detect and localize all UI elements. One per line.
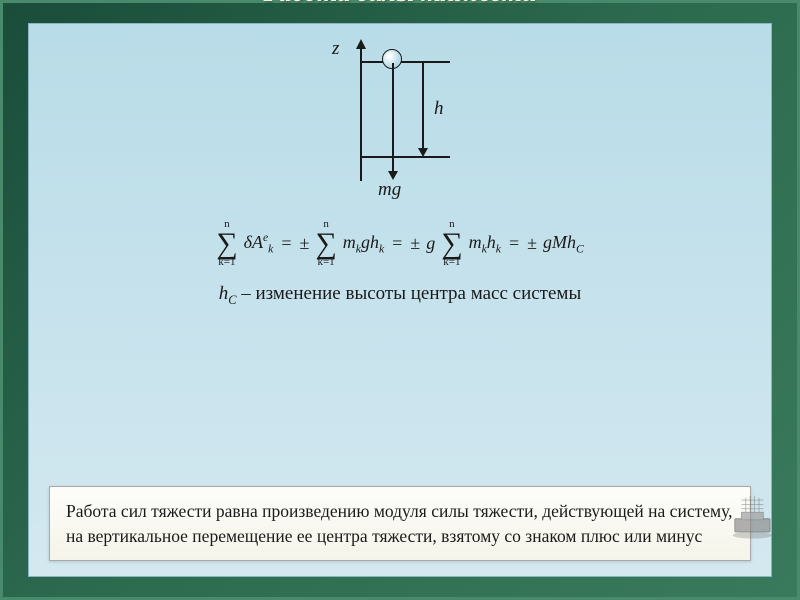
content-panel: z h mg n ∑ k=1 δAek = ± <box>28 23 772 577</box>
plusminus-3: ± <box>527 233 537 254</box>
sum-lower-2: k=1 <box>317 257 334 268</box>
equals-1: = <box>279 233 293 254</box>
sigma-symbol-2: ∑ <box>315 230 336 257</box>
formula-row: n ∑ k=1 δAek = ± n ∑ k=1 mkghk = ± g n <box>49 214 751 268</box>
sum-lower-3: k=1 <box>443 257 460 268</box>
hc-variable: hC <box>219 283 237 304</box>
z-axis-label: z <box>332 38 339 60</box>
term-mh: mkhk <box>469 232 501 256</box>
h-displacement-arrow <box>422 63 424 155</box>
height-label: h <box>434 98 444 120</box>
equals-3: = <box>507 233 521 254</box>
equals-2: = <box>390 233 404 254</box>
sigma-2: n ∑ k=1 <box>315 219 336 268</box>
sigma-symbol-1: ∑ <box>216 230 237 257</box>
plusminus-2: ± <box>410 233 420 254</box>
hc-definition-text: – изменение высоты центра масс системы <box>237 283 582 304</box>
slide-title: Работа силы тяжести <box>28 0 772 8</box>
upper-level-line <box>360 61 450 63</box>
lower-level-line <box>360 156 450 158</box>
term-mgh: mkghk <box>343 232 384 256</box>
projector-icon <box>726 491 781 541</box>
theorem-statement-box: Работа сил тяжести равна произведению мо… <box>49 486 751 561</box>
sum-lower-1: k=1 <box>218 257 235 268</box>
sigma-1: n ∑ k=1 <box>216 219 237 268</box>
term-gMhC: gMhC <box>543 232 584 256</box>
term-deltaA: δAek <box>244 231 274 256</box>
sigma-3: n ∑ k=1 <box>441 219 462 268</box>
diagram-container: z h mg <box>49 41 751 196</box>
mg-vector-arrow <box>392 63 394 178</box>
term-g: g <box>426 233 435 254</box>
hc-definition-line: hC – изменение высоты центра масс систем… <box>49 283 751 308</box>
work-summation-formula: n ∑ k=1 δAek = ± n ∑ k=1 mkghk = ± g n <box>216 219 584 268</box>
sigma-symbol-3: ∑ <box>441 230 462 257</box>
slide-frame: Работа силы тяжести z h mg n ∑ k=1 <box>0 0 800 600</box>
gravity-diagram: z h mg <box>300 41 500 196</box>
mg-label: mg <box>378 179 401 201</box>
plusminus-1: ± <box>299 233 309 254</box>
